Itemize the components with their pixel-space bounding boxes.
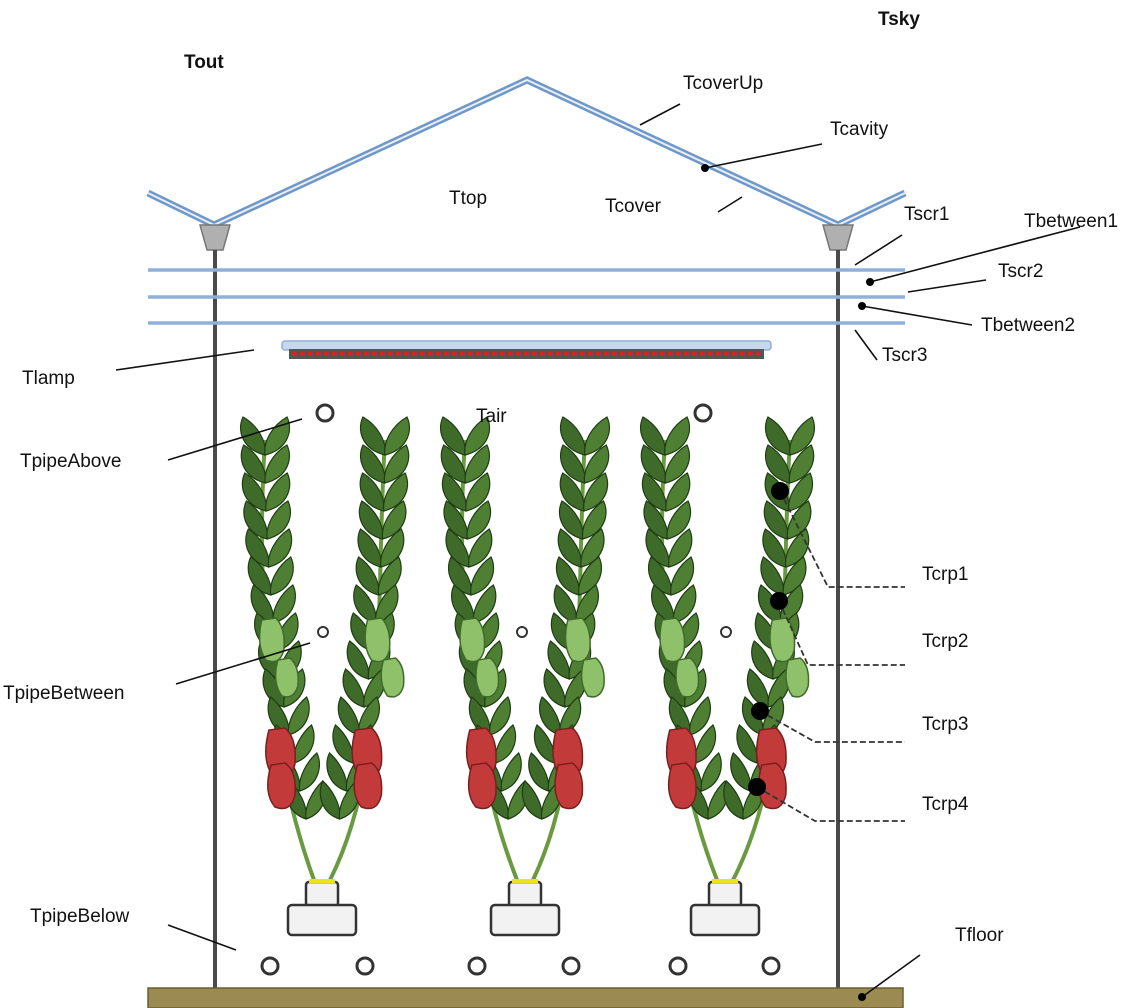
red-pepper: [555, 763, 582, 809]
green-pepper: [770, 618, 795, 662]
pipes-below: [262, 958, 779, 974]
label-ttop: Ttop: [449, 189, 487, 208]
pots: [288, 882, 759, 935]
gutter-right: [823, 225, 853, 250]
green-pepper: [365, 618, 390, 662]
green-pepper: [582, 658, 605, 697]
label-tcrp3: Tcrp3: [922, 715, 968, 734]
floor: [148, 988, 903, 1008]
lamp: [282, 341, 771, 359]
label-tscr1: Tscr1: [904, 205, 949, 224]
green-pepper: [566, 618, 591, 662]
green-pepper: [476, 658, 499, 697]
label-tpipebelow: TpipeBelow: [30, 907, 129, 926]
label-tair: Tair: [476, 407, 507, 426]
green-pepper: [276, 658, 299, 697]
label-tpipebetween: TpipeBetween: [3, 684, 124, 703]
label-tcoverup: TcoverUp: [683, 74, 763, 93]
label-tpipeabove: TpipeAbove: [20, 452, 121, 471]
leaf: [724, 781, 744, 819]
label-tscr3: Tscr3: [882, 346, 927, 365]
green-pepper: [460, 618, 485, 662]
green-pepper: [676, 658, 699, 697]
label-tscr2: Tscr2: [998, 262, 1043, 281]
red-pepper: [268, 763, 295, 809]
red-pepper: [669, 763, 696, 809]
label-tcrp2: Tcrp2: [922, 632, 968, 651]
label-tout: Tout: [184, 53, 224, 72]
green-pepper: [786, 658, 809, 697]
label-tsky: Tsky: [878, 10, 920, 29]
greenhouse-cover: [148, 80, 905, 225]
label-tbetween2: Tbetween2: [981, 316, 1075, 335]
red-pepper: [469, 763, 496, 809]
label-tlamp: Tlamp: [22, 369, 75, 388]
crop-plants: [241, 417, 815, 880]
label-tbetween1: Tbetween1: [1024, 212, 1118, 231]
label-tcrp1: Tcrp1: [922, 565, 968, 584]
label-tcavity: Tcavity: [830, 120, 888, 139]
pipes-above: [317, 405, 711, 421]
gutter-left: [200, 225, 230, 250]
label-tcrp4: Tcrp4: [922, 795, 968, 814]
red-pepper: [354, 763, 381, 809]
label-tfloor: Tfloor: [955, 926, 1004, 945]
green-pepper: [381, 658, 404, 697]
green-pepper: [660, 618, 685, 662]
label-tcover: Tcover: [605, 197, 661, 216]
